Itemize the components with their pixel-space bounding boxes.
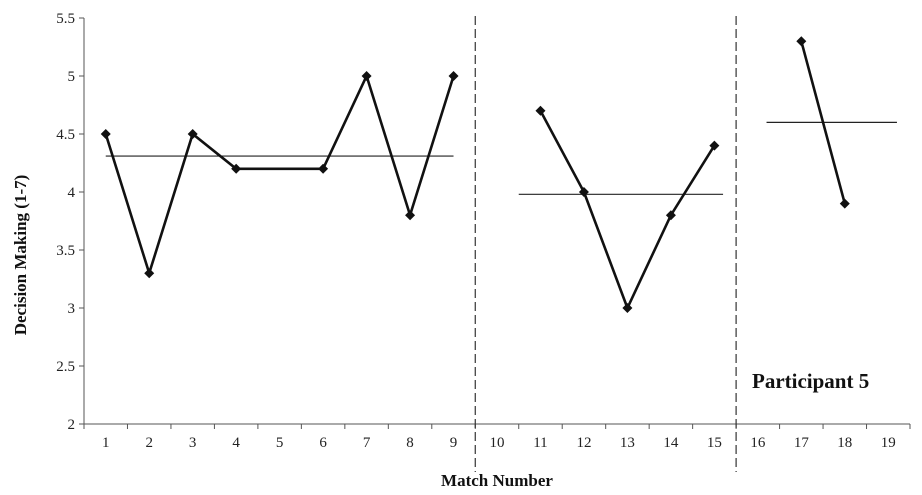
data-point: [665, 210, 676, 221]
x-tick-label: 7: [363, 435, 371, 451]
y-tick-label: 4.5: [56, 127, 75, 143]
data-point: [796, 36, 807, 47]
data-point: [100, 129, 111, 139]
phase-mean-lines: [105, 121, 897, 195]
x-tick-label: 6: [319, 435, 327, 451]
data-point: [318, 163, 329, 174]
data-point: [231, 163, 242, 174]
x-tick-label: 16: [750, 435, 766, 451]
x-tick-label: 18: [837, 435, 852, 451]
x-tick-label: 4: [232, 435, 240, 451]
data-point: [578, 187, 589, 197]
x-tick-label: 19: [881, 435, 896, 451]
x-axis-title: Match Number: [441, 471, 553, 490]
series-line: [800, 40, 847, 204]
x-tick-label: 9: [450, 435, 458, 451]
axes: [79, 17, 911, 429]
x-tick-label: 5: [276, 435, 284, 451]
data-point: [448, 71, 459, 81]
series-line: [104, 72, 455, 278]
data-point: [187, 129, 198, 139]
y-tick-label: 5.5: [56, 11, 75, 27]
data-point: [622, 303, 633, 313]
x-tick-label: 15: [707, 435, 722, 451]
y-tick-label: 3: [68, 301, 76, 317]
data-point: [839, 198, 850, 209]
participant-label: Participant 5: [752, 369, 869, 393]
data-point: [535, 105, 546, 116]
x-tick-label: 10: [490, 435, 505, 451]
x-tick-label: 14: [663, 435, 679, 451]
y-tick-label: 2: [68, 417, 76, 433]
y-tick-label: 5: [68, 69, 76, 85]
x-tick-label: 13: [620, 435, 635, 451]
x-tick-label: 17: [794, 435, 810, 451]
data-series: [100, 36, 850, 313]
y-tick-label: 3.5: [56, 243, 75, 259]
x-tick-label: 2: [145, 435, 153, 451]
data-point: [361, 71, 372, 81]
data-point: [709, 140, 720, 151]
data-point: [405, 210, 416, 221]
y-tick-label: 4: [68, 185, 76, 201]
x-tick-label: 12: [576, 435, 591, 451]
x-tick-label: 1: [102, 435, 110, 451]
tick-labels: 22.533.544.555.51 2 3 4 5 6 7 8 9 10 11 12 13 14 15 16 1…: [56, 11, 896, 451]
x-tick-label: 11: [533, 435, 547, 451]
x-tick-label: 3: [189, 435, 197, 451]
series-line: [539, 110, 716, 312]
y-axis-title: Decision Making (1-7): [11, 175, 30, 336]
y-tick-label: 2.5: [56, 359, 75, 375]
x-tick-label: 8: [406, 435, 414, 451]
phase-separators: [474, 16, 737, 472]
data-point: [144, 268, 155, 279]
